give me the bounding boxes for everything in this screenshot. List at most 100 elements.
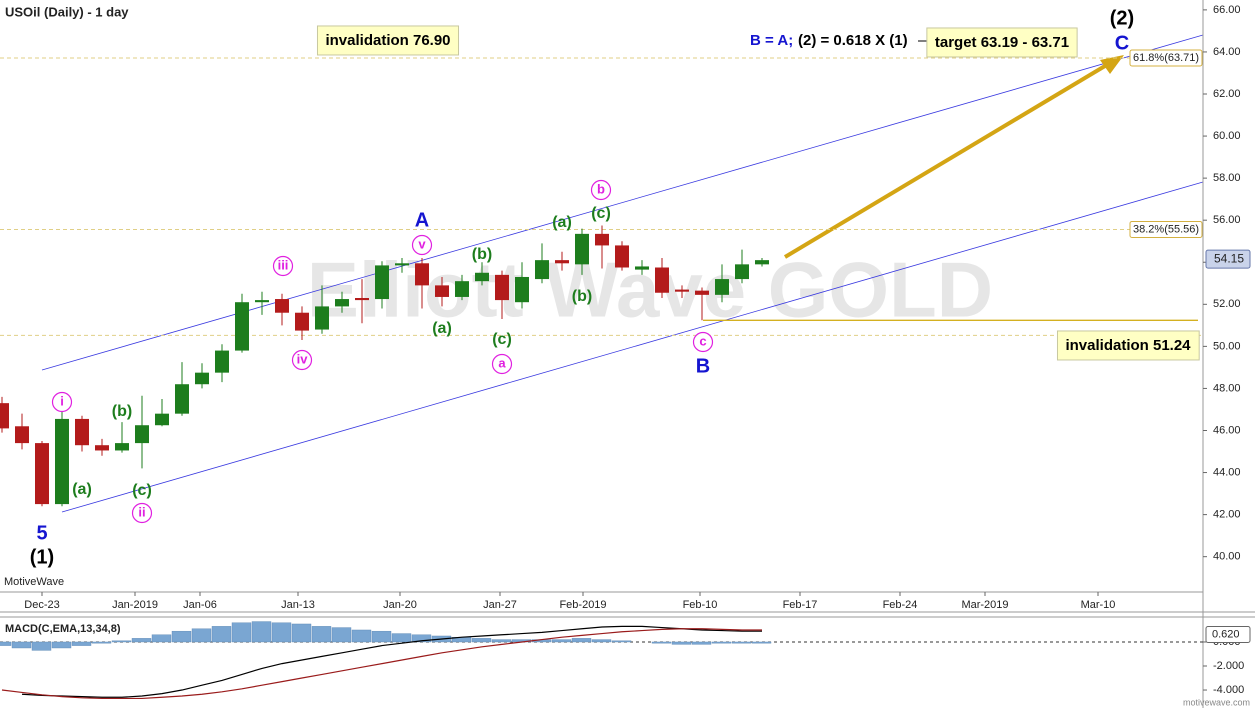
wave-label: i [60, 393, 64, 408]
wave-label: (2) [1110, 7, 1134, 29]
candle-body [275, 299, 289, 313]
target-arrow [783, 61, 1112, 259]
macd-histogram-bar [71, 641, 92, 646]
wave-circle [131, 502, 153, 524]
macd-histogram-bar [271, 622, 292, 643]
candle-body [415, 263, 429, 286]
wave-label: c [699, 333, 706, 348]
candle-body [515, 276, 529, 303]
macd-histogram-bar [251, 621, 272, 643]
candle-body [355, 297, 369, 301]
fib-label: 61.8%(63.71) [1133, 52, 1199, 64]
candle-body [195, 372, 209, 385]
y-tick-label: 62.00 [1213, 88, 1241, 100]
wave-label: B = A; [750, 32, 793, 49]
footer: motivewave.com [1183, 697, 1250, 707]
wave-label: b [597, 181, 605, 196]
candle-body [175, 384, 189, 414]
fib-label-box [1129, 49, 1203, 67]
macd-histogram-bar [371, 630, 392, 643]
macd-histogram-bar [171, 630, 192, 643]
wave-circle [590, 179, 612, 201]
candle-body [215, 350, 229, 373]
wave-circle [51, 391, 73, 413]
candle-body [575, 233, 589, 265]
last-price-label: 54.15 [1214, 251, 1244, 265]
candle-body [675, 289, 689, 292]
macd-histogram-bar [151, 634, 172, 643]
candle-body [235, 302, 249, 351]
wave-label: (b) [112, 403, 132, 420]
x-tick-label: Jan-2019 [112, 599, 158, 611]
macd-histogram-bar [0, 641, 12, 646]
y-tick-label: 46.00 [1213, 424, 1241, 436]
wave-label: invalidation 76.90 [325, 32, 450, 49]
wave-label: iv [297, 351, 309, 366]
wave-label: a [498, 355, 506, 370]
y-tick-label: 58.00 [1213, 172, 1241, 184]
wave-circle [272, 255, 294, 277]
candle-body [635, 266, 649, 270]
y-tick-label: 44.00 [1213, 466, 1241, 478]
wave-label: (a) [552, 214, 572, 231]
macd-histogram-bar [91, 641, 112, 644]
wave-label: (b) [572, 288, 592, 305]
candle-body [715, 279, 729, 295]
x-tick-label: Mar-10 [1081, 599, 1116, 611]
indicator-title: MACD(C,EMA,13,34,8) [5, 623, 121, 635]
channel-line [61, 181, 1204, 513]
macd-histogram-bar [751, 641, 772, 644]
wave-label: (a) [72, 481, 92, 498]
candle-body [695, 290, 709, 295]
wave-label: C [1115, 32, 1129, 54]
macd-histogram-bar [711, 641, 732, 644]
wave-label: (c) [492, 331, 512, 348]
candle-body [555, 260, 569, 264]
candle-body [535, 260, 549, 280]
candle-body [615, 245, 629, 268]
macd-histogram-bar [131, 638, 152, 643]
candle-body [115, 443, 129, 451]
macd-histogram-bar [731, 641, 752, 644]
y-tick-label: 60.00 [1213, 130, 1241, 142]
macd-histogram-bar [211, 626, 232, 643]
macd-histogram-bar [671, 641, 692, 645]
chart-title: USOil (Daily) - 1 day [5, 4, 129, 19]
macd-value-box [1205, 626, 1251, 644]
candle-body [15, 426, 29, 444]
y-tick-label: 52.00 [1213, 298, 1241, 310]
macd-histogram-bar [331, 627, 352, 643]
annotation-box [1056, 330, 1200, 361]
x-tick-label: Dec-23 [24, 599, 59, 611]
x-tick-label: Feb-10 [683, 599, 718, 611]
candle-body [735, 264, 749, 280]
candle-body [435, 285, 449, 297]
candle-body [95, 445, 109, 451]
macd-histogram-bar [311, 626, 332, 643]
candle-body [475, 272, 489, 282]
y-tick-label: 66.00 [1213, 4, 1241, 16]
macd-histogram-bar [351, 629, 372, 643]
last-price-box [1205, 249, 1251, 269]
macd-histogram-bar [111, 640, 132, 643]
arrow-head [1100, 55, 1124, 74]
macd-histogram-bar [31, 641, 52, 651]
macd-histogram-bar [411, 634, 432, 643]
fib-label: 38.2%(55.56) [1133, 223, 1199, 235]
y-tick-label: 42.00 [1213, 509, 1241, 521]
annotation-box [316, 25, 460, 56]
x-tick-label: Jan-20 [383, 599, 417, 611]
wave-label: iii [278, 257, 289, 272]
x-tick-label: Feb-24 [883, 599, 918, 611]
macd-value-label: 0.620 [1212, 628, 1240, 640]
wave-label: A [415, 209, 429, 231]
wave-label: 5 [36, 522, 47, 544]
wave-circle [411, 234, 433, 256]
wave-label: (a) [432, 320, 452, 337]
y-tick-label: 48.00 [1213, 382, 1241, 394]
macd-histogram-bar [391, 633, 412, 643]
candle-body [755, 260, 769, 265]
macd-histogram-bar [471, 638, 492, 643]
macd-histogram-bar [611, 640, 632, 643]
